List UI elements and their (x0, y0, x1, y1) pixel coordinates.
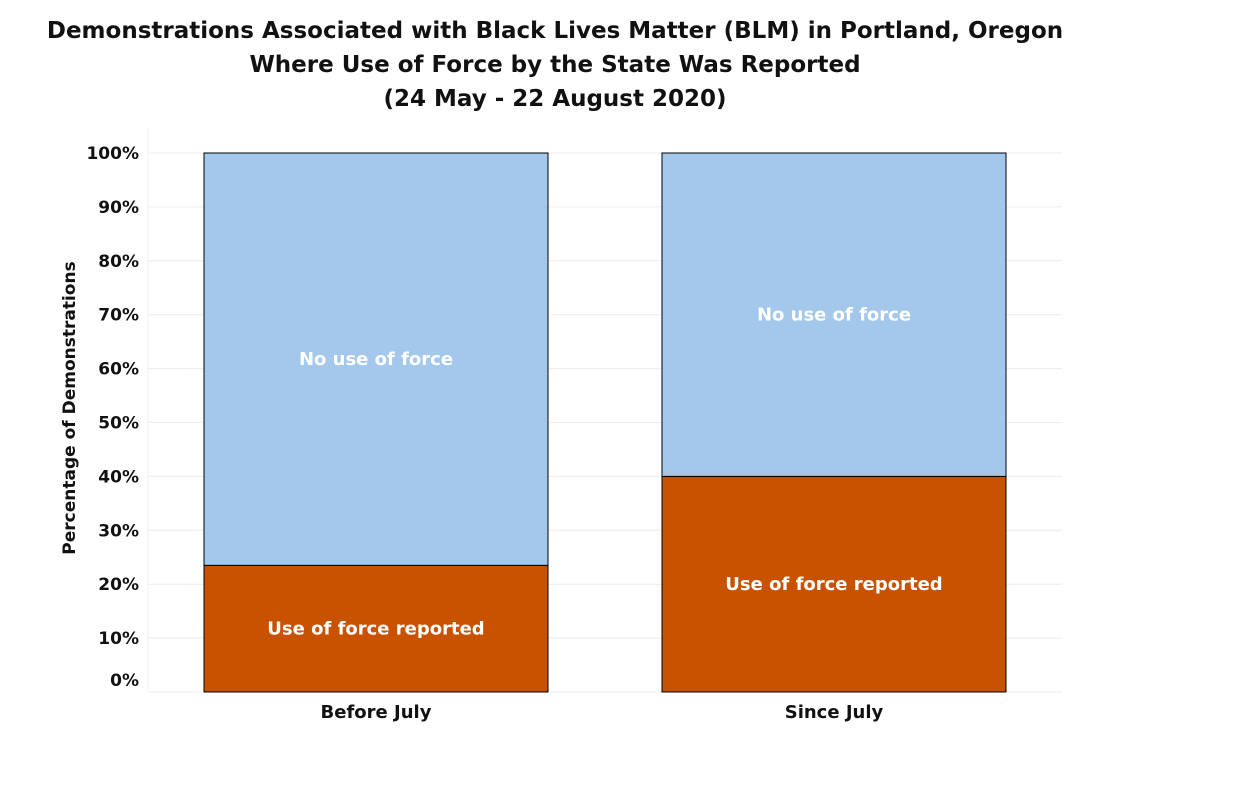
bar-segment (203, 564, 549, 693)
y-tick-label: 100% (86, 144, 139, 164)
y-axis-ticks: 0% 10% 20% 30% 40% 50% 60% 70% 80% 90% 100% (86, 144, 139, 691)
bar-segment-label: Use of force reported (725, 574, 942, 595)
y-tick-label: 80% (98, 252, 139, 272)
bar-segment (661, 475, 1007, 693)
x-axis-categories: Before July Since July (321, 702, 884, 723)
bar-segment (203, 152, 549, 566)
y-tick-label: 50% (98, 414, 139, 434)
x-category-label: Before July (321, 702, 432, 723)
y-tick-label: 20% (98, 575, 139, 595)
y-tick-label: 60% (98, 360, 139, 380)
bars: Use of force reported No use of force Use … (203, 152, 1007, 693)
y-tick-label: 0% (110, 671, 139, 691)
chart-title: Demonstrations Associated with Black Liv… (0, 14, 1110, 116)
y-tick-label: 70% (98, 306, 139, 326)
chart-title-line-3: (24 May - 22 August 2020) (383, 86, 727, 112)
y-tick-label: 90% (98, 198, 139, 218)
bar-segment (661, 152, 1007, 477)
chart-title-line-1: Demonstrations Associated with Black Liv… (46, 18, 1064, 44)
y-tick-label: 30% (98, 521, 139, 541)
y-tick-label: 10% (98, 629, 139, 649)
y-axis-title: Percentage of Demonstrations (60, 261, 80, 554)
chart-title-line-2: Where Use of Force by the State Was Repo… (249, 52, 861, 78)
bar-segment-label: No use of force (299, 349, 453, 370)
bar-segment-label: Use of force reported (267, 619, 484, 640)
y-tick-label: 40% (98, 467, 139, 487)
bar-segment-label: No use of force (757, 305, 911, 326)
x-category-label: Since July (785, 702, 884, 723)
